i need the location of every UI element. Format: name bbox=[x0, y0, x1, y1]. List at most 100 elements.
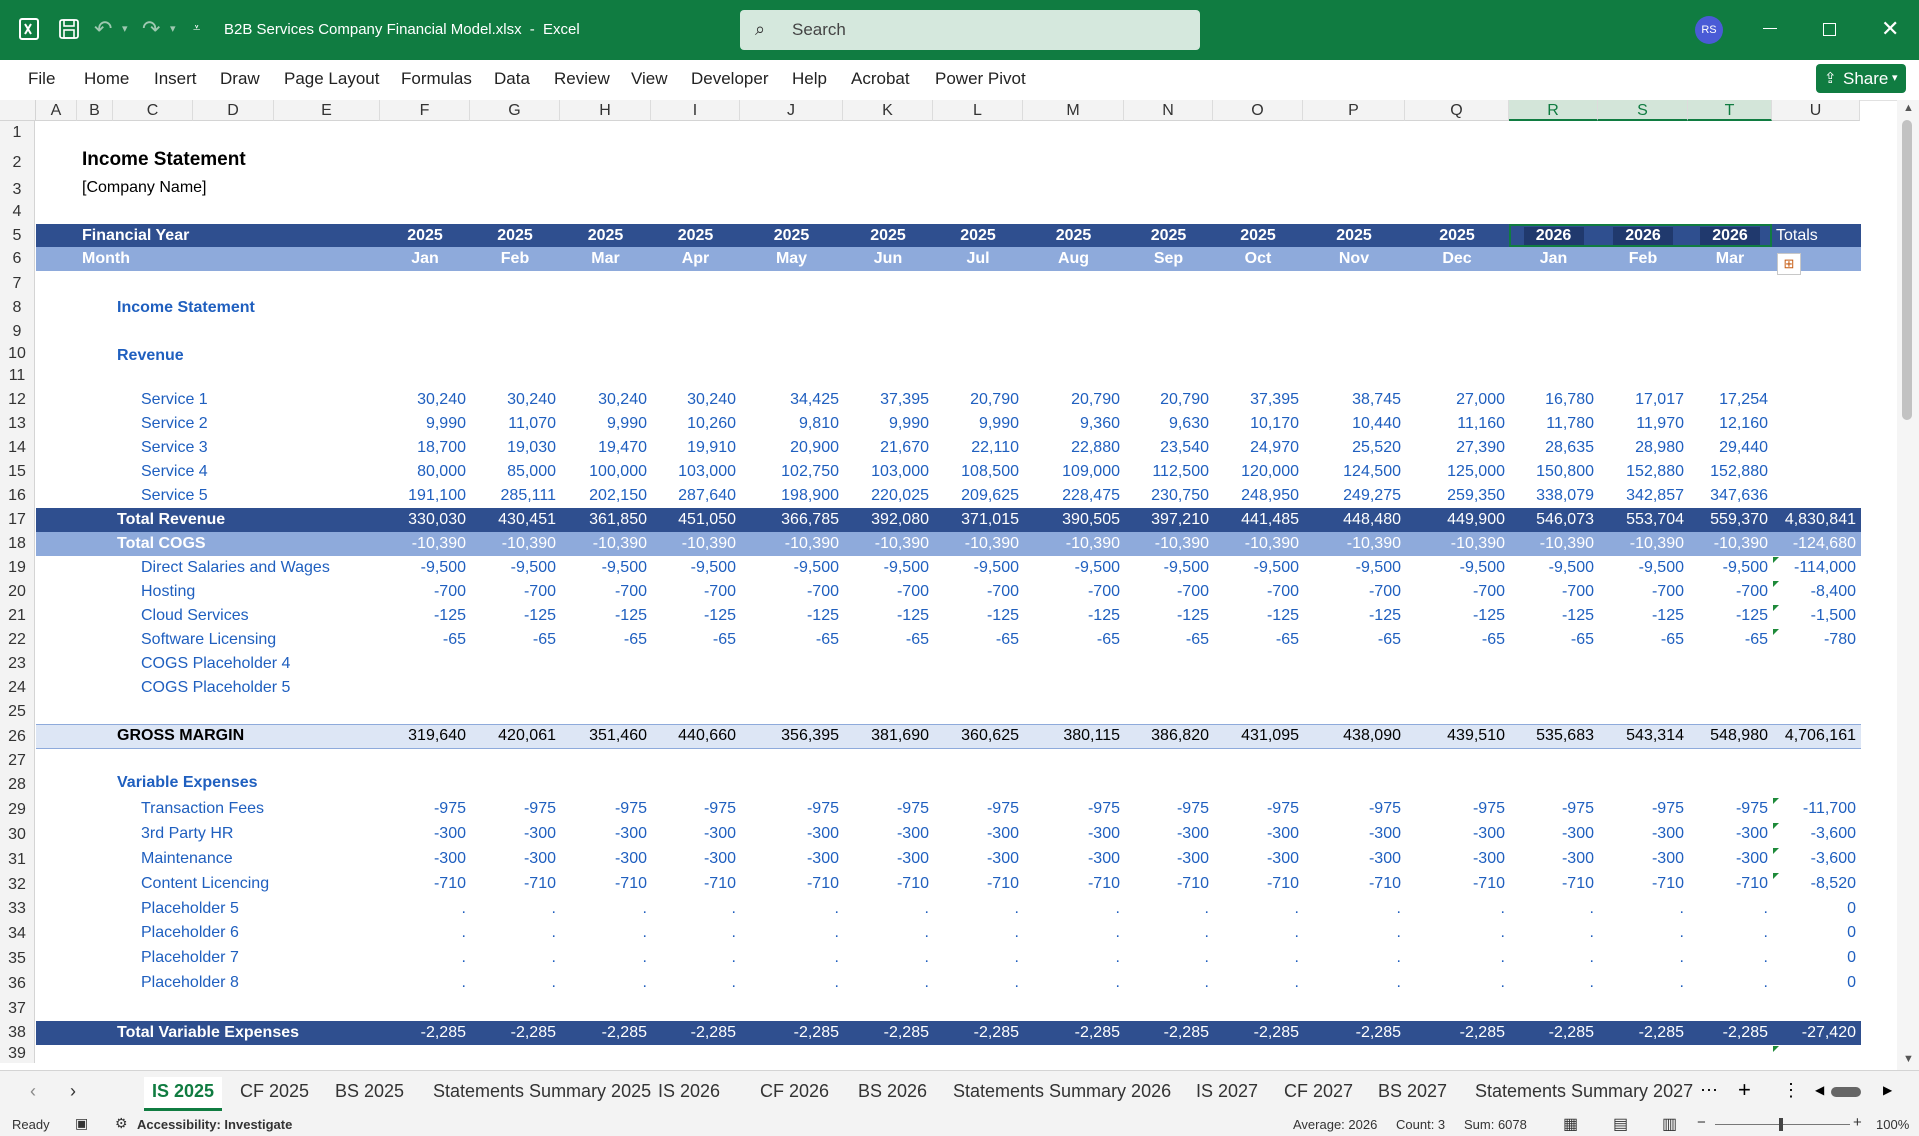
hscroll-thumb[interactable] bbox=[1831, 1087, 1861, 1097]
value-cell[interactable]: 360,625 bbox=[961, 727, 1019, 744]
totals-header[interactable]: Totals bbox=[1776, 227, 1818, 244]
value-cell[interactable]: -2,285 bbox=[883, 1023, 929, 1041]
value-cell[interactable]: . bbox=[1500, 899, 1505, 917]
total-cell[interactable]: -48,756 bbox=[1801, 121, 1856, 138]
value-cell[interactable]: 29,440 bbox=[1719, 438, 1768, 456]
value-cell[interactable]: -300 bbox=[1735, 825, 1768, 842]
total-cell[interactable]: -27,420 bbox=[1801, 1023, 1856, 1041]
value-cell[interactable]: -300 bbox=[1472, 850, 1505, 867]
save-icon[interactable] bbox=[58, 18, 80, 45]
total-cell[interactable]: -8,400 bbox=[1810, 582, 1856, 600]
row-header-21[interactable]: 21 bbox=[0, 604, 35, 628]
zoom-level[interactable]: 100% bbox=[1876, 1117, 1910, 1132]
value-cell[interactable]: -125 bbox=[806, 606, 839, 624]
value-cell[interactable]: -300 bbox=[1176, 825, 1209, 842]
value-cell[interactable]: -710 bbox=[1368, 875, 1401, 892]
value-cell[interactable]: . bbox=[731, 949, 736, 966]
value-cell[interactable]: -710 bbox=[1651, 875, 1684, 892]
ribbon-tab-page-layout[interactable]: Page Layout bbox=[284, 69, 380, 88]
value-cell[interactable]: 37,395 bbox=[880, 390, 929, 408]
value-cell[interactable]: -710 bbox=[1266, 875, 1299, 892]
value-cell[interactable]: 380,115 bbox=[1063, 727, 1120, 744]
value-cell[interactable]: 9,810 bbox=[798, 414, 839, 432]
scroll-right-icon[interactable]: ▶ bbox=[1883, 1083, 1893, 1097]
line-label[interactable]: Transaction Fees bbox=[141, 800, 265, 817]
ribbon-tab-power-pivot[interactable]: Power Pivot bbox=[935, 69, 1026, 88]
month-cell[interactable]: Jul bbox=[966, 250, 990, 267]
row-header-6[interactable]: 6 bbox=[0, 247, 35, 271]
column-header-m[interactable]: M bbox=[1023, 100, 1124, 121]
undo-icon[interactable]: ↶ bbox=[94, 16, 113, 41]
column-header-u[interactable]: U bbox=[1772, 100, 1860, 121]
value-cell[interactable]: -9,500 bbox=[1253, 558, 1299, 576]
value-cell[interactable]: -2,285 bbox=[1355, 1023, 1401, 1041]
value-cell[interactable]: -300 bbox=[1368, 825, 1401, 842]
sheet-tab-is-2026[interactable]: IS 2026 bbox=[658, 1081, 721, 1101]
ribbon-tab-file[interactable]: File bbox=[28, 69, 56, 88]
value-cell[interactable]: -975 bbox=[1176, 800, 1209, 817]
page-break-view-icon[interactable]: ▥ bbox=[1662, 1116, 1678, 1133]
value-cell[interactable]: -4,063 bbox=[973, 121, 1019, 138]
total-cell[interactable]: 0 bbox=[1847, 974, 1856, 991]
column-header-f[interactable]: F bbox=[380, 100, 470, 121]
value-cell[interactable]: -710 bbox=[1472, 875, 1505, 892]
value-cell[interactable]: . bbox=[1014, 924, 1019, 941]
line-label[interactable]: Placeholder 8 bbox=[141, 974, 239, 991]
value-cell[interactable]: -975 bbox=[1087, 800, 1120, 817]
formula-warning-icon[interactable] bbox=[1773, 848, 1779, 854]
value-cell[interactable]: 17,254 bbox=[1719, 390, 1768, 408]
value-cell[interactable]: -125 bbox=[1651, 606, 1684, 624]
value-cell[interactable]: -2,285 bbox=[1163, 1023, 1209, 1041]
value-cell[interactable]: -710 bbox=[1176, 875, 1209, 892]
value-cell[interactable]: 152,880 bbox=[1626, 462, 1684, 480]
value-cell[interactable]: 30,240 bbox=[417, 390, 466, 408]
row-header-14[interactable]: 14 bbox=[0, 436, 35, 460]
value-cell[interactable]: -700 bbox=[433, 582, 466, 600]
value-cell[interactable]: . bbox=[642, 949, 647, 966]
total-cell[interactable]: 4,706,161 bbox=[1784, 727, 1856, 744]
value-cell[interactable]: -65 bbox=[1377, 630, 1401, 648]
line-label[interactable]: COGS Placeholder 5 bbox=[141, 678, 291, 696]
value-cell[interactable]: 150,800 bbox=[1536, 462, 1594, 480]
value-cell[interactable]: 430,451 bbox=[498, 510, 556, 528]
value-cell[interactable]: -710 bbox=[1735, 875, 1768, 892]
sheet-tab-bs-2027[interactable]: BS 2027 bbox=[1378, 1081, 1448, 1101]
value-cell[interactable]: 19,030 bbox=[507, 438, 556, 456]
value-cell[interactable]: 431,095 bbox=[1241, 727, 1299, 744]
row-header-12[interactable]: 12 bbox=[0, 388, 35, 412]
value-cell[interactable]: . bbox=[924, 924, 929, 941]
value-cell[interactable]: . bbox=[1679, 924, 1684, 941]
row-header-24[interactable]: 24 bbox=[0, 676, 35, 700]
row-header-23[interactable]: 23 bbox=[0, 652, 35, 676]
column-header-h[interactable]: H bbox=[560, 100, 651, 121]
line-label[interactable]: Software Licensing bbox=[141, 630, 277, 648]
value-cell[interactable]: -125 bbox=[703, 606, 736, 624]
value-cell[interactable]: 34,425 bbox=[790, 390, 839, 408]
ribbon-tab-insert[interactable]: Insert bbox=[154, 69, 197, 88]
value-cell[interactable]: . bbox=[1115, 924, 1120, 941]
value-cell[interactable]: . bbox=[1294, 899, 1299, 917]
year-cell[interactable]: 2025 bbox=[587, 227, 624, 244]
normal-view-icon[interactable]: ▦ bbox=[1563, 1116, 1579, 1133]
value-cell[interactable]: 249,275 bbox=[1343, 486, 1401, 504]
value-cell[interactable]: -65 bbox=[1660, 630, 1684, 648]
value-cell[interactable]: -300 bbox=[896, 850, 929, 867]
financial-year-label[interactable]: Financial Year bbox=[82, 227, 190, 244]
value-cell[interactable]: -65 bbox=[712, 630, 736, 648]
line-label[interactable]: Direct Salaries and Wages bbox=[141, 558, 330, 576]
row-header-32[interactable]: 32 bbox=[0, 872, 35, 897]
line-label[interactable]: GROSS MARGIN bbox=[117, 727, 245, 744]
formula-warning-icon[interactable] bbox=[1773, 823, 1779, 829]
column-header-j[interactable]: J bbox=[740, 100, 843, 121]
formula-warning-icon[interactable] bbox=[1773, 798, 1779, 804]
zoom-slider-thumb[interactable] bbox=[1779, 1118, 1783, 1131]
value-cell[interactable]: -2,285 bbox=[1722, 1023, 1768, 1041]
ribbon-tab-data[interactable]: Data bbox=[494, 69, 530, 88]
value-cell[interactable]: -4,063 bbox=[1074, 121, 1120, 138]
value-cell[interactable]: 22,110 bbox=[971, 438, 1019, 456]
value-cell[interactable]: 120,000 bbox=[1241, 462, 1299, 480]
value-cell[interactable]: . bbox=[1679, 899, 1684, 917]
accessibility-status[interactable]: Accessibility: Investigate bbox=[137, 1117, 293, 1132]
section-revenue[interactable]: Revenue bbox=[117, 347, 184, 364]
row-header-25[interactable]: 25 bbox=[0, 700, 35, 724]
